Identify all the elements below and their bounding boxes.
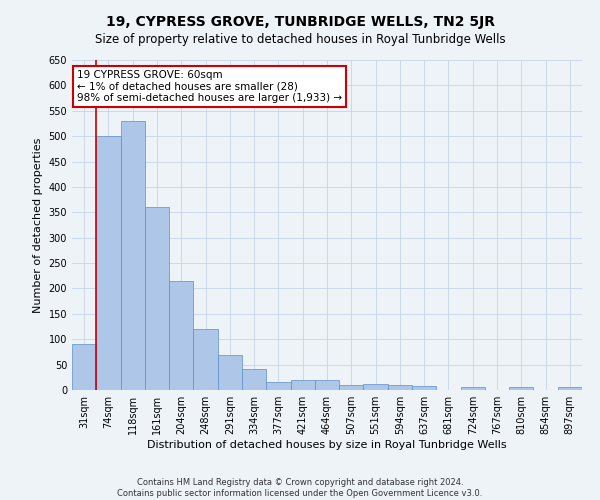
Bar [145, 207, 169, 390]
X-axis label: Distribution of detached houses by size in Royal Tunbridge Wells: Distribution of detached houses by size … [147, 440, 507, 450]
Bar [509, 388, 533, 390]
Bar [266, 382, 290, 390]
Text: Contains HM Land Registry data © Crown copyright and database right 2024.
Contai: Contains HM Land Registry data © Crown c… [118, 478, 482, 498]
Bar [290, 380, 315, 390]
Bar [388, 385, 412, 390]
Text: 19, CYPRESS GROVE, TUNBRIDGE WELLS, TN2 5JR: 19, CYPRESS GROVE, TUNBRIDGE WELLS, TN2 … [106, 15, 494, 29]
Bar [412, 386, 436, 390]
Bar [193, 329, 218, 390]
Bar [558, 388, 582, 390]
Bar [218, 356, 242, 390]
Bar [169, 281, 193, 390]
Y-axis label: Number of detached properties: Number of detached properties [33, 138, 43, 312]
Bar [121, 121, 145, 390]
Text: Size of property relative to detached houses in Royal Tunbridge Wells: Size of property relative to detached ho… [95, 32, 505, 46]
Text: 19 CYPRESS GROVE: 60sqm
← 1% of detached houses are smaller (28)
98% of semi-det: 19 CYPRESS GROVE: 60sqm ← 1% of detached… [77, 70, 342, 103]
Bar [315, 380, 339, 390]
Bar [96, 136, 121, 390]
Bar [461, 388, 485, 390]
Bar [242, 368, 266, 390]
Bar [72, 344, 96, 390]
Bar [364, 384, 388, 390]
Bar [339, 385, 364, 390]
